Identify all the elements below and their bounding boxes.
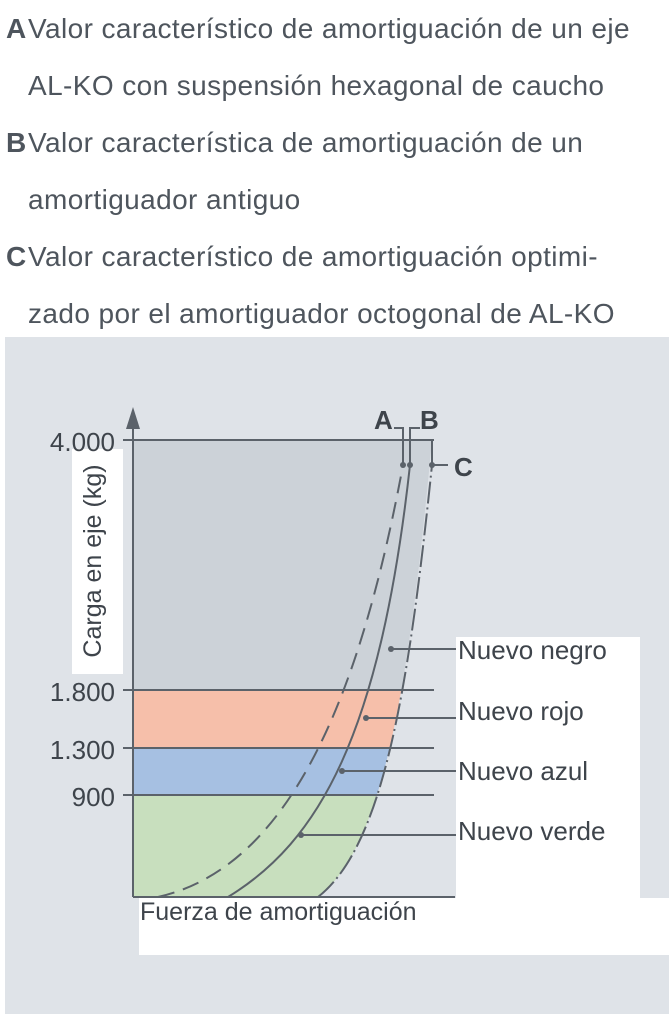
zone-label-nuevo-rojo: Nuevo rojo xyxy=(458,696,584,726)
x-axis-label: Fuerza de amortiguación xyxy=(140,898,417,926)
marker-a xyxy=(400,462,406,468)
zone-label-nuevo-verde: Nuevo verde xyxy=(458,816,605,846)
legend-list: A Valor característico de amortiguación … xyxy=(6,0,666,342)
legend-a-line-2: AL-KO con suspensión hexagonal de caucho xyxy=(28,70,605,101)
curve-a xyxy=(157,464,404,898)
y-axis-label: Carga en eje (kg) xyxy=(79,464,107,657)
leader-a xyxy=(394,427,404,465)
marker-nuevo-azul xyxy=(339,768,345,774)
legend-item-a: A Valor característico de amortiguación … xyxy=(6,0,666,114)
legend-key-b: B xyxy=(6,127,27,158)
marker-b xyxy=(407,462,413,468)
legend-c-line-2: zado por el amortiguador octogonal de AL… xyxy=(28,298,615,329)
marker-c xyxy=(429,462,435,468)
zone-label-nuevo-negro: Nuevo negro xyxy=(458,635,607,665)
x-label-box xyxy=(139,898,672,955)
legend-item-c: C Valor característico de amortiguación … xyxy=(6,228,666,342)
marker-nuevo-negro xyxy=(388,646,394,652)
y-tick-1300: 1.300 xyxy=(50,735,115,765)
zone-label-nuevo-azul: Nuevo azul xyxy=(458,756,588,786)
legend-b-line-1: Valor característica de amortiguación de… xyxy=(28,127,584,158)
leader-b xyxy=(409,427,420,465)
legend-key-c: C xyxy=(6,241,27,272)
legend-item-b: B Valor característica de amortiguación … xyxy=(6,114,666,228)
y-label-box xyxy=(72,449,123,674)
curve-label-b: B xyxy=(420,405,439,435)
y-tick-4000: 4.000 xyxy=(50,427,115,457)
curve-label-a: A xyxy=(374,405,393,435)
marker-nuevo-verde xyxy=(298,832,304,838)
marker-nuevo-rojo xyxy=(363,715,369,721)
legend-a-line-1: Valor característico de amortiguación de… xyxy=(28,13,630,44)
legend-c-line-1: Valor característico de amortiguación op… xyxy=(28,241,598,272)
legend-key-a: A xyxy=(6,13,27,44)
curve-b xyxy=(227,464,411,898)
legend-b-line-2: amortiguador antiguo xyxy=(28,184,301,215)
damping-diagram: 4.000 1.800 1.300 900 Carga en eje (kg) … xyxy=(0,337,672,1014)
zone-labels-box xyxy=(456,637,640,899)
y-tick-1800: 1.800 xyxy=(50,677,115,707)
curve-c xyxy=(317,464,433,898)
y-tick-900: 900 xyxy=(72,782,115,812)
y-axis-arrow-icon xyxy=(126,407,140,429)
curve-label-c: C xyxy=(454,452,473,482)
